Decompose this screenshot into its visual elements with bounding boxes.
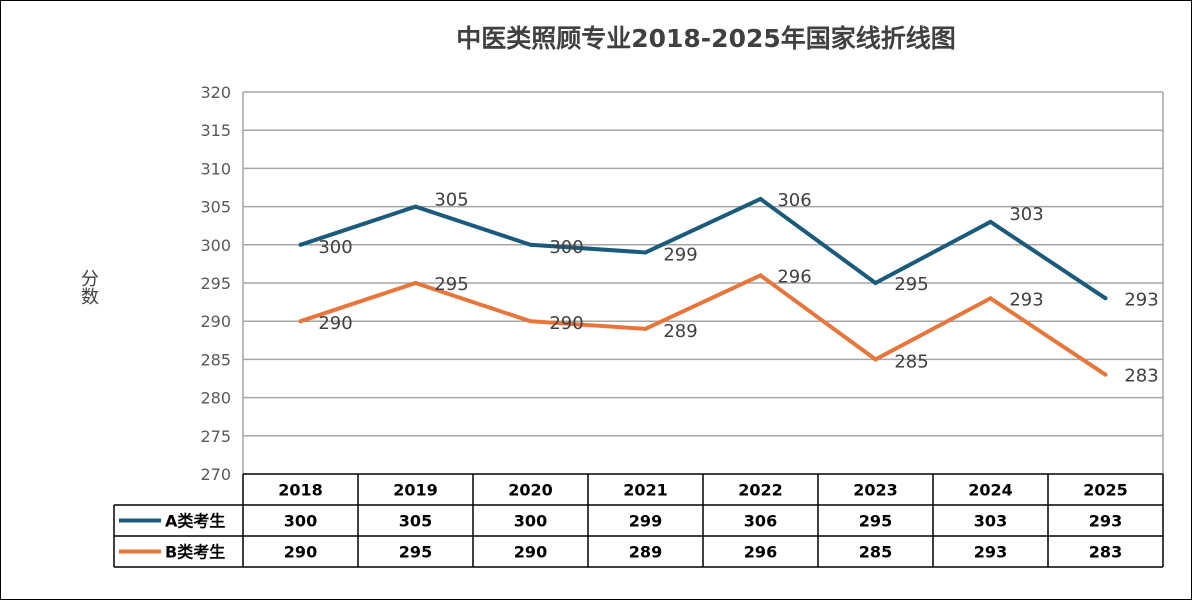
data-label: 290 (318, 313, 352, 334)
table-cell: 299 (629, 512, 662, 531)
data-point (413, 204, 418, 209)
table-cell: 293 (1089, 512, 1122, 531)
y-tick-label: 275 (200, 427, 231, 446)
data-label: 300 (549, 237, 583, 258)
y-tick-label: 320 (200, 83, 231, 102)
data-point (758, 196, 763, 201)
x-tick-label: 2021 (623, 481, 668, 500)
x-tick-label: 2023 (853, 481, 898, 500)
data-point (1103, 372, 1108, 377)
data-label: 295 (894, 274, 928, 295)
data-label: 283 (1124, 366, 1158, 387)
data-label: 299 (663, 244, 697, 265)
data-label: 293 (1009, 289, 1043, 310)
data-label: 296 (777, 266, 811, 287)
x-tick-label: 2025 (1083, 481, 1128, 500)
table-cell: 300 (284, 512, 317, 531)
data-point (1103, 296, 1108, 301)
table-cell: 290 (514, 543, 547, 562)
data-point (643, 326, 648, 331)
table-cell: 285 (859, 543, 892, 562)
data-point (528, 242, 533, 247)
chart-title: 中医类照顾专业2018-2025年国家线折线图 (456, 24, 956, 53)
table-cell: 303 (974, 512, 1007, 531)
y-tick-label: 280 (200, 389, 231, 408)
y-tick-label: 300 (200, 236, 231, 255)
y-tick-label: 310 (200, 159, 231, 178)
data-label: 290 (549, 313, 583, 334)
x-tick-label: 2024 (968, 481, 1013, 500)
table-cell: 283 (1089, 543, 1122, 562)
legend-label: B类考生 (165, 543, 225, 562)
y-tick-label: 315 (200, 121, 231, 140)
data-point (413, 281, 418, 285)
data-point (528, 319, 533, 324)
table-cell: 296 (744, 543, 777, 562)
y-tick-label: 295 (200, 274, 231, 293)
data-label: 306 (777, 190, 811, 211)
series-line-1 (299, 196, 1107, 300)
data-point (988, 219, 993, 224)
data-label: 285 (894, 351, 928, 372)
data-label: 305 (434, 190, 468, 211)
x-tick-label: 2019 (393, 481, 438, 500)
table-cell: 305 (399, 512, 432, 531)
data-point (758, 273, 763, 278)
y-axis-label: 分数 (78, 269, 99, 305)
table-cell: 293 (974, 543, 1007, 562)
legend-label: A类考生 (165, 512, 225, 531)
x-tick-label: 2020 (508, 481, 553, 500)
data-label: 289 (663, 321, 697, 342)
data-label: 303 (1009, 204, 1043, 225)
table-cell: 290 (284, 543, 317, 562)
data-label: 295 (434, 274, 468, 295)
y-tick-label: 305 (200, 198, 231, 217)
x-tick-label: 2018 (278, 481, 323, 500)
y-tick-label: 270 (200, 465, 231, 484)
data-point (298, 242, 303, 247)
data-point (873, 357, 878, 362)
table-cell: 295 (399, 543, 432, 562)
data-label: 293 (1124, 289, 1158, 310)
y-tick-label: 285 (200, 350, 231, 369)
table-cell: 306 (744, 512, 777, 531)
y-tick-label: 290 (200, 312, 231, 331)
x-tick-label: 2022 (738, 481, 783, 500)
table-cell: 289 (629, 543, 662, 562)
series-line-2 (299, 273, 1107, 377)
table-cell: 295 (859, 512, 892, 531)
data-point (988, 296, 993, 301)
data-point (873, 281, 878, 285)
data-label: 300 (318, 237, 352, 258)
data-point (298, 319, 303, 324)
data-point (643, 250, 648, 255)
table-cell: 300 (514, 512, 547, 531)
